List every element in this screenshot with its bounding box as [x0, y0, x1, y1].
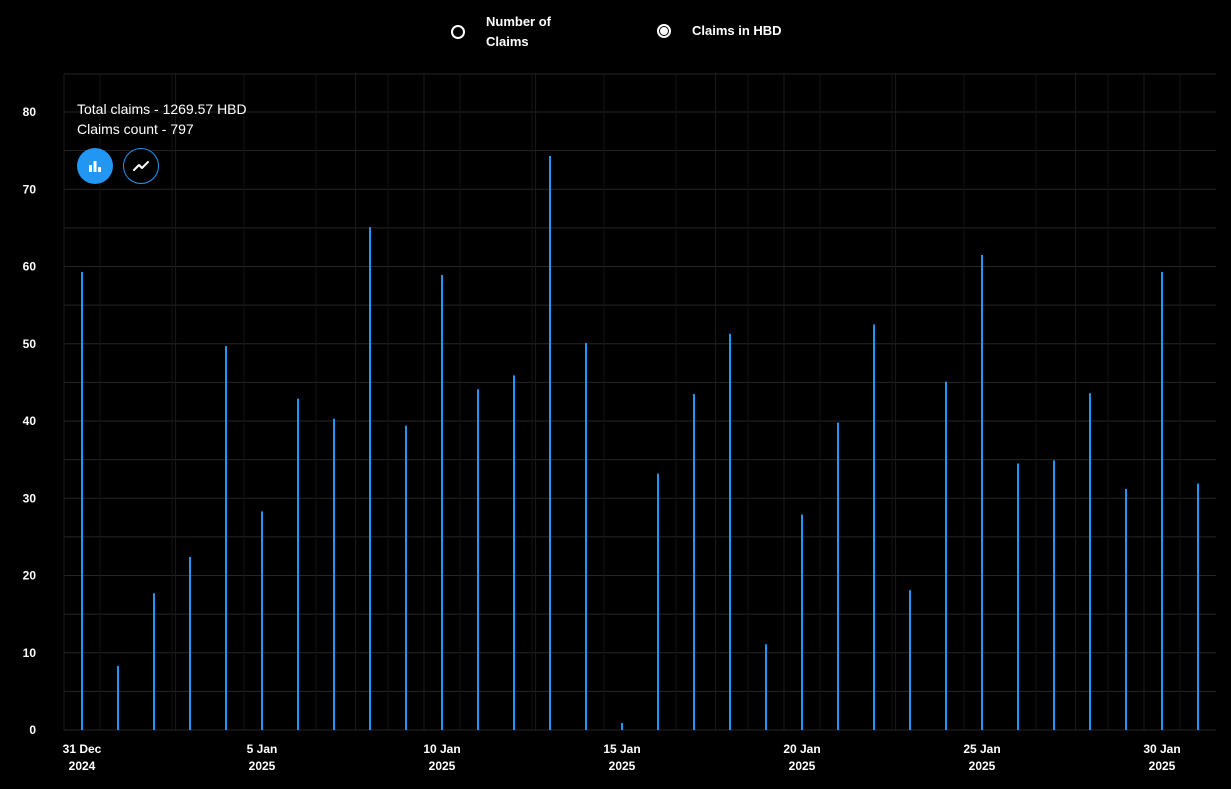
bar-1-jan-2025[interactable] — [117, 665, 119, 730]
bar-14-jan-2025[interactable] — [585, 342, 587, 730]
bar-13-jan-2025[interactable] — [549, 156, 551, 731]
y-tick-label: 70 — [23, 182, 37, 196]
y-tick-label: 10 — [23, 646, 37, 660]
grid-layer — [63, 73, 1216, 731]
x-tick-year-label: 2025 — [1149, 759, 1176, 773]
legend: Number of Claims Claims in HBD — [0, 0, 1231, 60]
bar-16-jan-2025[interactable] — [657, 473, 659, 730]
total-claims-text: Total claims - 1269.57 HBD — [77, 101, 247, 117]
bar-15-jan-2025[interactable] — [621, 723, 623, 730]
x-tick-label: 10 Jan — [423, 742, 460, 756]
claims-count-text: Claims count - 797 — [77, 121, 194, 137]
y-tick-label: 0 — [29, 723, 36, 737]
bar-4-jan-2025[interactable] — [225, 346, 227, 730]
bar-31-dec-2024[interactable] — [81, 271, 83, 730]
y-tick-label: 30 — [23, 491, 37, 505]
line-chart-button[interactable] — [123, 148, 159, 184]
y-tick-label: 50 — [23, 337, 37, 351]
x-tick-year-label: 2025 — [249, 759, 276, 773]
bar-7-jan-2025[interactable] — [333, 418, 335, 730]
x-tick-label: 25 Jan — [963, 742, 1000, 756]
x-tick-year-label: 2025 — [969, 759, 996, 773]
bar-27-jan-2025[interactable] — [1053, 460, 1055, 730]
bar-25-jan-2025[interactable] — [981, 254, 983, 730]
x-tick-label: 20 Jan — [783, 742, 820, 756]
y-tick-label: 20 — [23, 569, 37, 583]
summary-box: Total claims - 1269.57 HBD Claims count … — [77, 99, 247, 139]
bar-31-jan-2025[interactable] — [1197, 483, 1199, 730]
x-axis: 31 Dec 2024 5 Jan 2025 10 Jan 2025 15 Jan 2025 2… — [63, 742, 1181, 773]
bar-22-jan-2025[interactable] — [873, 324, 875, 730]
bar-29-jan-2025[interactable] — [1125, 488, 1127, 730]
bar-6-jan-2025[interactable] — [297, 398, 299, 730]
bar-chart-button[interactable] — [77, 148, 113, 184]
bar-18-jan-2025[interactable] — [729, 333, 731, 730]
bar-5-jan-2025[interactable] — [261, 511, 263, 730]
x-tick-label: 30 Jan — [1143, 742, 1180, 756]
line-chart-icon — [133, 161, 149, 171]
bar-3-jan-2025[interactable] — [189, 556, 191, 730]
bar-8-jan-2025[interactable] — [369, 227, 371, 731]
y-tick-label: 40 — [23, 414, 37, 428]
bar-21-jan-2025[interactable] — [837, 422, 839, 730]
bar-17-jan-2025[interactable] — [693, 393, 695, 730]
bar-24-jan-2025[interactable] — [945, 381, 947, 730]
chart-type-toggle — [77, 148, 159, 184]
radio-label-number-of-claims: Number of Claims — [486, 14, 551, 49]
radio-circle-claims-in-hbd[interactable] — [657, 24, 671, 38]
bar-19-jan-2025[interactable] — [765, 644, 767, 730]
y-tick-label: 80 — [23, 105, 37, 119]
bar-23-jan-2025[interactable] — [909, 590, 911, 730]
radio-number-of-claims[interactable]: Number of Claims — [451, 12, 566, 52]
bar-chart-icon — [89, 161, 101, 172]
x-tick-label: 31 Dec — [63, 742, 102, 756]
x-tick-year-label: 2025 — [789, 759, 816, 773]
x-tick-label: 5 Jan — [247, 742, 278, 756]
bar-11-jan-2025[interactable] — [477, 389, 479, 730]
radio-claims-in-hbd[interactable]: Claims in HBD — [657, 21, 782, 41]
bar-9-jan-2025[interactable] — [405, 425, 407, 730]
y-tick-label: 60 — [23, 260, 37, 274]
x-tick-year-label: 2024 — [69, 759, 96, 773]
x-tick-year-label: 2025 — [429, 759, 456, 773]
bar-30-jan-2025[interactable] — [1161, 271, 1163, 730]
radio-label-claims-in-hbd: Claims in HBD — [692, 23, 782, 38]
x-tick-label: 15 Jan — [603, 742, 640, 756]
bar-12-jan-2025[interactable] — [513, 375, 515, 730]
bar-2-jan-2025[interactable] — [153, 593, 155, 730]
bar-20-jan-2025[interactable] — [801, 514, 803, 730]
bar-26-jan-2025[interactable] — [1017, 463, 1019, 730]
bar-10-jan-2025[interactable] — [441, 274, 443, 730]
bar-layer — [81, 156, 1199, 731]
bar-28-jan-2025[interactable] — [1089, 393, 1091, 730]
radio-circle-number-of-claims[interactable] — [451, 25, 465, 39]
x-tick-year-label: 2025 — [609, 759, 636, 773]
y-axis: 0 10 20 30 40 50 60 70 80 — [23, 105, 37, 737]
